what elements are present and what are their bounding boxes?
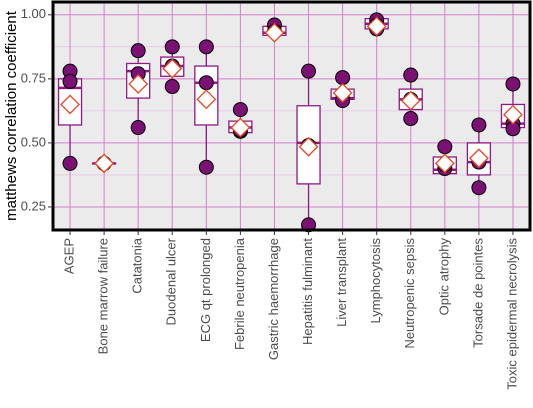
- x-tick-label: Torsade de pointes: [470, 238, 485, 348]
- data-point: [505, 76, 521, 92]
- data-point: [403, 111, 419, 127]
- data-point: [164, 79, 180, 95]
- data-point: [301, 63, 317, 79]
- x-tick-label: Liver transplant: [334, 238, 349, 327]
- data-point: [198, 75, 214, 91]
- mean-diamond: [468, 148, 489, 169]
- x-tick-label: Febrile neutropenia: [232, 237, 247, 350]
- x-tick-label: Catatonia: [130, 237, 145, 293]
- y-axis-label: matthews correlation coefficient: [3, 10, 20, 221]
- x-tick-label: Hepatitis fulminant: [300, 238, 315, 345]
- mean-diamond: [400, 90, 421, 111]
- mean-diamond: [434, 153, 455, 174]
- x-tick-label: AGEP: [61, 238, 76, 274]
- data-point: [471, 117, 487, 133]
- mean-diamond: [298, 136, 319, 157]
- x-tick-label: Neutropenic sepsis: [402, 238, 417, 349]
- y-tick-label: 0.75: [21, 70, 46, 85]
- mean-diamond: [94, 153, 115, 174]
- mean-diamond: [332, 83, 353, 103]
- data-point: [471, 180, 487, 196]
- x-tick-label: Optic atrophy: [436, 238, 451, 316]
- mean-diamond: [503, 104, 523, 125]
- mean-diamond: [366, 16, 387, 37]
- x-tick-label: Duodenal ulcer: [164, 237, 179, 325]
- data-point: [198, 159, 214, 175]
- data-point: [164, 39, 180, 55]
- y-tick-label: 1.00: [21, 6, 46, 21]
- x-tick-label: Bone marrow failure: [96, 238, 111, 354]
- x-tick-label: Gastric haemorrhage: [266, 238, 281, 360]
- data-point: [437, 139, 453, 155]
- y-tick-label: 0.25: [21, 198, 46, 213]
- plot-border: [51, 0, 532, 232]
- data-point: [232, 102, 248, 118]
- mean-diamond: [196, 89, 217, 110]
- data-point: [62, 155, 78, 171]
- data-point: [335, 70, 351, 86]
- y-tick-label: 0.50: [21, 134, 46, 149]
- data-point: [198, 39, 214, 55]
- mean-diamond: [162, 58, 183, 79]
- plot-panel: [53, 2, 530, 230]
- data-point: [130, 43, 146, 59]
- x-tick-label: ECG qt prolonged: [198, 238, 213, 342]
- mean-diamond: [128, 74, 149, 94]
- mean-diamond: [264, 22, 285, 43]
- mean-diamond: [60, 94, 80, 115]
- mean-diamond: [230, 117, 251, 138]
- data-point: [62, 73, 78, 89]
- x-tick-label: Lymphocytosis: [368, 238, 383, 324]
- data-point: [403, 67, 419, 83]
- x-tick-label: Toxic epidermal necrolysis: [504, 238, 519, 390]
- data-point: [130, 120, 146, 136]
